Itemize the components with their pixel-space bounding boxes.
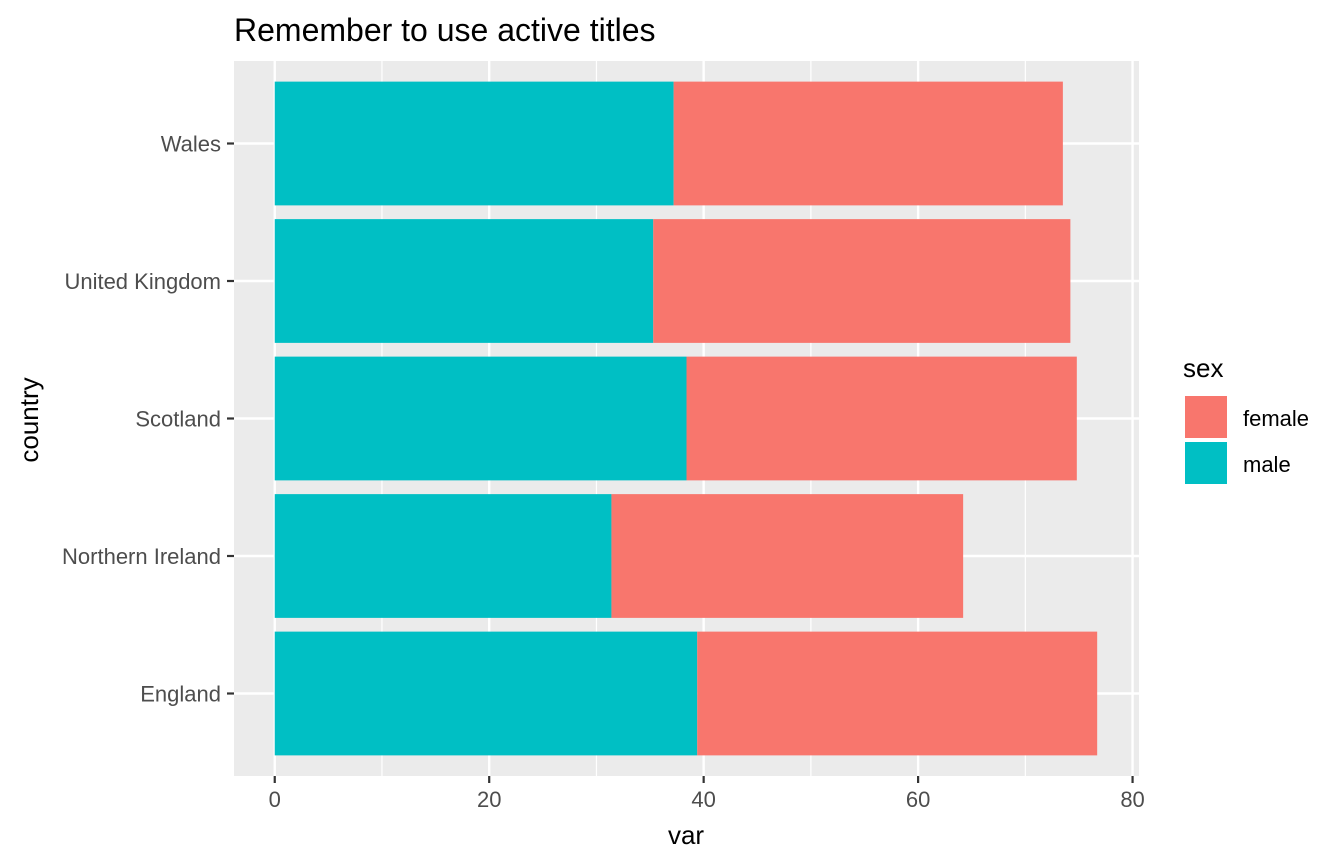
- x-axis-title: var: [668, 820, 704, 850]
- y-tick-label: Northern Ireland: [62, 544, 221, 569]
- legend-label-male: male: [1243, 452, 1291, 477]
- x-tick-label: 80: [1120, 787, 1144, 812]
- bar-male: [274, 81, 674, 206]
- y-tick-label: Scotland: [135, 407, 221, 432]
- x-tick-label: 0: [269, 787, 281, 812]
- bar-male: [274, 356, 687, 481]
- bar-female: [653, 219, 1071, 343]
- legend-items: female male: [1185, 396, 1309, 484]
- legend-swatch-male: [1185, 442, 1227, 484]
- chart-title: Remember to use active titles: [234, 12, 656, 48]
- legend: sex female male: [1183, 353, 1309, 484]
- bar-female: [697, 631, 1098, 756]
- y-tick-label: England: [140, 682, 221, 707]
- x-tick-label: 20: [477, 787, 501, 812]
- legend-title: sex: [1183, 353, 1223, 383]
- bar-male: [274, 219, 654, 343]
- x-tick-label: 40: [691, 787, 715, 812]
- bar-male: [274, 494, 612, 618]
- legend-swatch-female: [1185, 396, 1227, 438]
- y-axis: England Northern Ireland Scotland United Ki…: [62, 132, 234, 707]
- bar-female: [673, 81, 1063, 206]
- bar-male: [274, 631, 698, 756]
- y-tick-label: United Kingdom: [64, 269, 221, 294]
- y-tick-label: Wales: [161, 132, 221, 157]
- legend-label-female: female: [1243, 406, 1309, 431]
- bars: [274, 81, 1098, 756]
- x-axis: 0 20 40 60 80: [269, 776, 1145, 812]
- x-tick-label: 60: [906, 787, 930, 812]
- bar-female: [686, 356, 1077, 481]
- bar-female: [611, 494, 964, 618]
- y-axis-title: country: [14, 377, 44, 462]
